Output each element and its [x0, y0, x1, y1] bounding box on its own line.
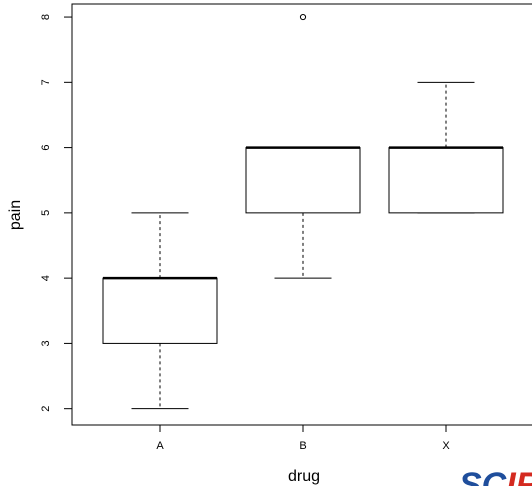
outlier-point [299, 13, 307, 21]
box-group [102, 13, 504, 410]
y-tick-label: 6 [40, 145, 52, 151]
box-X [388, 81, 504, 214]
logo-text: SCIR [459, 466, 532, 486]
y-tick-label: 5 [40, 210, 52, 216]
y-axis-title: pain [7, 200, 24, 230]
y-tick-label: 8 [40, 14, 52, 20]
x-tick-label: B [299, 440, 306, 452]
iqr-box [102, 277, 218, 344]
x-axis-title: drug [288, 468, 320, 485]
x-tick-label: X [442, 440, 450, 452]
y-tick-label: 3 [40, 340, 52, 346]
box-A [102, 212, 218, 410]
x-tick-label: A [156, 440, 164, 452]
y-axis: 2 3 4 5 6 7 8 [40, 14, 72, 412]
scir-logo: SCIR [459, 466, 532, 486]
iqr-box [388, 147, 504, 214]
y-tick-label: 7 [40, 79, 52, 85]
y-tick-label: 2 [40, 406, 52, 412]
iqr-box [245, 147, 361, 214]
box-B [245, 13, 361, 279]
plot-frame [71, 3, 532, 426]
y-tick-label: 4 [40, 275, 52, 281]
